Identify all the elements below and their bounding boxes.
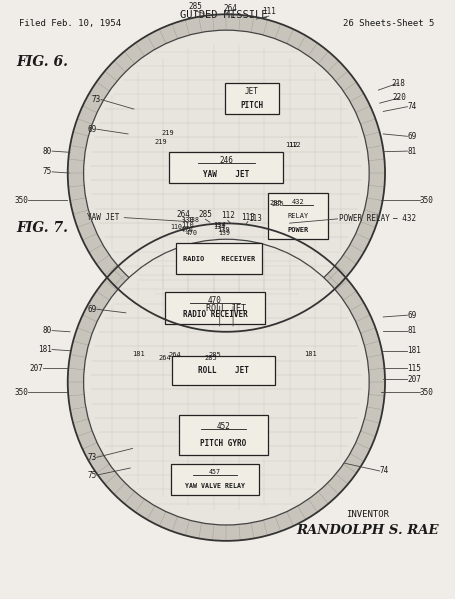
Text: YAW JET: YAW JET (86, 213, 119, 222)
Text: 138: 138 (181, 217, 193, 223)
Text: 81: 81 (406, 147, 416, 156)
Text: 285: 285 (271, 201, 283, 207)
FancyBboxPatch shape (170, 464, 258, 495)
Text: 264: 264 (168, 352, 181, 358)
Text: PITCH: PITCH (240, 101, 263, 110)
Text: 181: 181 (406, 346, 420, 355)
Text: 69: 69 (406, 132, 416, 141)
Text: 181: 181 (38, 345, 52, 354)
Text: FIG. 7.: FIG. 7. (16, 221, 68, 235)
Text: 111: 111 (261, 7, 275, 16)
Text: 74: 74 (406, 102, 416, 111)
Text: 112: 112 (220, 211, 234, 220)
Text: 73: 73 (92, 95, 101, 104)
Text: PITCH GYRO: PITCH GYRO (200, 439, 246, 448)
Text: RANDOLPH S. RAE: RANDOLPH S. RAE (295, 524, 438, 537)
Text: 457: 457 (208, 470, 221, 476)
Text: 181: 181 (131, 350, 144, 356)
Text: 470: 470 (186, 230, 197, 236)
FancyBboxPatch shape (169, 152, 283, 183)
Text: 134: 134 (213, 222, 226, 228)
Text: 285: 285 (268, 199, 281, 205)
Text: 350: 350 (419, 388, 433, 397)
Text: 80: 80 (43, 326, 52, 335)
Text: GUIDED MISSILE: GUIDED MISSILE (180, 10, 267, 20)
Text: RADIO RECEIVER: RADIO RECEIVER (182, 310, 247, 319)
Ellipse shape (83, 30, 369, 316)
Text: 113: 113 (248, 214, 262, 223)
Text: 113: 113 (240, 213, 254, 222)
Text: 219: 219 (162, 130, 174, 136)
Text: 112: 112 (284, 142, 297, 148)
Text: YAW VALVE RELAY: YAW VALVE RELAY (185, 483, 244, 489)
Text: 264: 264 (176, 210, 190, 219)
Text: 285: 285 (204, 355, 217, 361)
Text: 139: 139 (217, 230, 230, 236)
Text: 432: 432 (291, 199, 303, 205)
Text: — 432: — 432 (392, 214, 415, 223)
Text: 452: 452 (216, 422, 230, 431)
Text: 80: 80 (43, 147, 52, 156)
Text: 139: 139 (217, 228, 229, 234)
FancyBboxPatch shape (172, 356, 274, 385)
Ellipse shape (68, 223, 384, 541)
Text: 73: 73 (87, 453, 96, 462)
Text: 26 Sheets-Sheet 5: 26 Sheets-Sheet 5 (342, 19, 433, 28)
Text: 218: 218 (391, 78, 404, 87)
Text: 246: 246 (219, 156, 233, 165)
Text: 207: 207 (406, 374, 420, 383)
Text: 138: 138 (187, 217, 198, 223)
Text: 264: 264 (223, 4, 237, 13)
Text: 69: 69 (87, 125, 96, 134)
Text: 470: 470 (207, 297, 222, 305)
Text: YAW    JET: YAW JET (203, 170, 249, 179)
Text: INVENTOR: INVENTOR (345, 510, 388, 519)
Text: 350: 350 (419, 196, 433, 205)
FancyBboxPatch shape (267, 193, 327, 239)
Text: RELAY: RELAY (287, 213, 308, 219)
Text: 134: 134 (213, 224, 225, 230)
Text: ROLL JET: ROLL JET (206, 304, 246, 313)
Text: 207: 207 (29, 364, 43, 373)
Text: 470: 470 (181, 228, 193, 234)
Text: 112: 112 (288, 142, 300, 148)
Text: Filed Feb. 10, 1954: Filed Feb. 10, 1954 (19, 19, 121, 28)
Text: 350: 350 (15, 196, 28, 205)
Text: 69: 69 (87, 305, 96, 314)
Text: ROLL    JET: ROLL JET (197, 366, 248, 375)
FancyBboxPatch shape (224, 83, 278, 114)
FancyBboxPatch shape (179, 415, 267, 455)
FancyBboxPatch shape (165, 292, 264, 323)
Text: 110: 110 (181, 222, 193, 228)
FancyBboxPatch shape (176, 243, 262, 274)
Text: 110—: 110— (170, 224, 186, 230)
Text: 264: 264 (158, 355, 171, 361)
Text: 285: 285 (188, 2, 202, 11)
Ellipse shape (68, 14, 384, 332)
Text: 75: 75 (43, 167, 52, 176)
Text: FIG. 6.: FIG. 6. (16, 55, 68, 69)
Text: 285: 285 (198, 210, 212, 219)
Text: POWER RELAY: POWER RELAY (338, 214, 389, 223)
Text: 220: 220 (392, 93, 406, 102)
Text: 74: 74 (379, 467, 388, 476)
Text: RADIO    RECEIVER: RADIO RECEIVER (183, 256, 255, 262)
Text: 81: 81 (406, 326, 416, 335)
Text: 219: 219 (154, 139, 167, 145)
Text: 75: 75 (87, 471, 96, 480)
Text: POWER: POWER (287, 227, 308, 233)
Ellipse shape (83, 239, 369, 525)
Text: 115: 115 (406, 364, 420, 373)
Text: 181: 181 (303, 350, 316, 356)
Text: 69: 69 (406, 311, 416, 320)
Text: 350: 350 (15, 388, 28, 397)
Text: JET: JET (245, 87, 258, 96)
Text: 285: 285 (208, 352, 221, 358)
